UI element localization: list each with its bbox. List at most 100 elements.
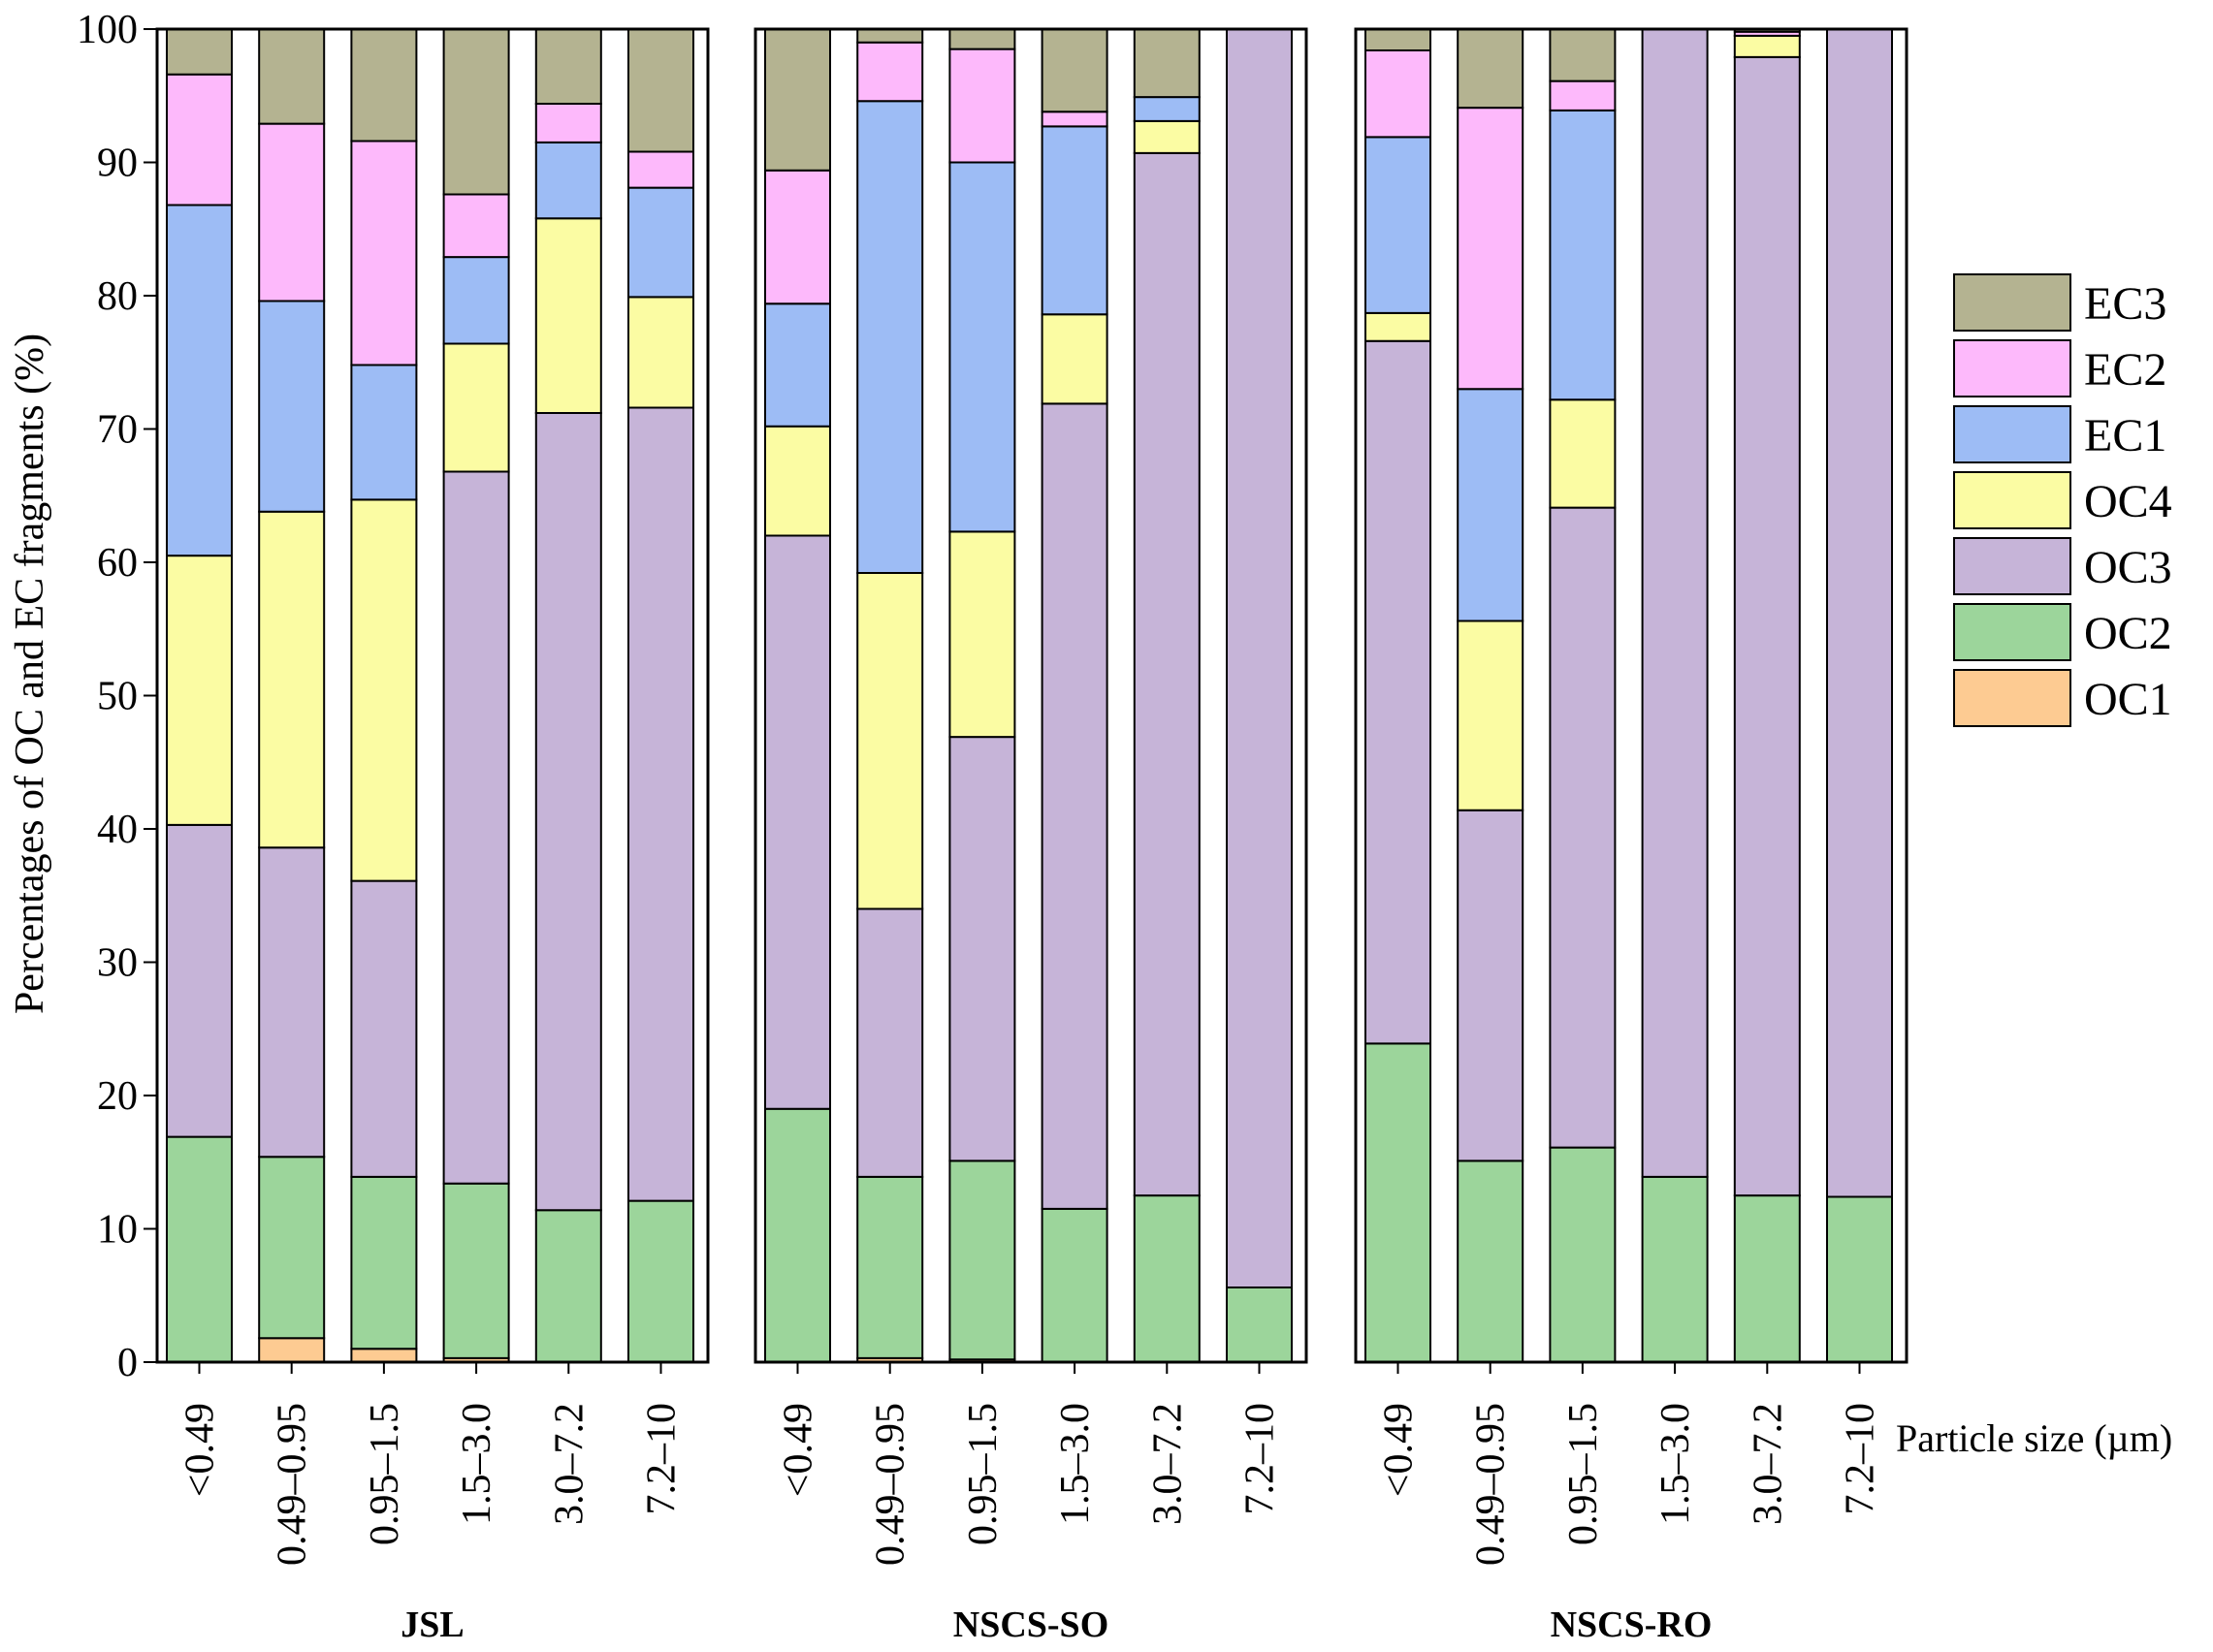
y-tick-label: 20 [97,1074,138,1119]
bar-segment-oc4 [166,555,233,826]
legend-label: EC3 [2084,278,2166,330]
x-axis-title: Particle size (µm) [1896,1416,2172,1460]
bar-segment-oc2 [1826,1195,1893,1363]
y-tick-label: 80 [97,274,138,319]
legend-swatch [1953,273,2071,332]
y-tick-label: 60 [97,541,138,586]
legend-item-oc1: OC1 [1953,669,2172,727]
bar-segment-oc2 [764,1107,831,1363]
bar-segment-oc4 [1733,34,1801,58]
bar-segment-oc2 [1549,1146,1617,1363]
legend-label: OC4 [2084,476,2172,527]
panel-nscs-so: <0.49 0.49–0.95 0.95–1.5 1.5–3.0 3.0–7.2 7.2–… [754,27,1308,1645]
bar-segment-oc4 [764,425,831,537]
bar-segment-oc3 [534,412,602,1212]
legend-swatch [1953,405,2071,463]
legend-swatch [1953,537,2071,595]
bar-segment-ec2 [350,140,418,366]
bar-segment-oc4 [948,530,1016,739]
category-label: 7.2–10 [640,1403,685,1515]
bar-segment-oc3 [856,907,924,1178]
bar-segment-oc2 [1041,1207,1108,1363]
category-label: 1.5–3.0 [1053,1403,1098,1525]
legend-item-ec1: EC1 [1953,405,2166,463]
bar-segment-oc2 [1457,1160,1524,1363]
bar-segment-oc1 [350,1348,418,1363]
y-tick-label: 40 [97,808,138,852]
bar-segment-oc2 [1133,1194,1201,1363]
bar-segment-oc3 [1826,28,1893,1198]
category-label: <0.49 [178,1403,223,1497]
bar-segment-oc3 [1549,506,1617,1149]
bar-segment-oc2 [442,1182,510,1359]
bar-segment-ec1 [166,204,233,557]
legend-label: OC2 [2084,608,2172,659]
bar-segment-ec1 [258,300,326,513]
y-axis: 0 10 20 30 40 50 60 70 80 90 100 [77,8,157,1385]
bar-segment-ec3 [534,28,602,105]
bar-segment-oc4 [1041,313,1108,405]
bar-segment-ec1 [764,302,831,428]
bar-segment-oc3 [442,470,510,1185]
legend-item-oc4: OC4 [1953,471,2172,529]
bar-segment-ec2 [442,193,510,259]
category-label: 0.49–0.95 [271,1403,315,1566]
bar-segment-oc3 [627,406,694,1202]
bar-segment-oc4 [350,498,418,882]
bar-segment-ec3 [948,28,1016,50]
category-label: 7.2–10 [1238,1403,1283,1515]
bar-segment-oc3 [1364,339,1431,1045]
bar-segment-ec3 [1457,28,1524,110]
bar-segment-oc3 [948,736,1016,1162]
bar-segment-ec3 [764,28,831,172]
y-axis-title: Percentages of OC and EC fragments (%) [8,334,52,1014]
bar-segment-oc2 [948,1160,1016,1361]
bar-segment-oc2 [1226,1287,1293,1363]
bar-segment-ec1 [1457,388,1524,622]
category-label: <0.49 [777,1403,821,1497]
bar-segment-oc4 [1364,311,1431,342]
panel-nscs-ro: <0.49 0.49–0.95 0.95–1.5 1.5–3.0 3.0–7.2 7.2–… [1354,27,1908,1645]
bar-segment-ec1 [856,100,924,574]
bar-segment-ec2 [948,48,1016,164]
legend-item-oc3: OC3 [1953,537,2172,595]
bar-segment-ec1 [350,364,418,501]
legend-swatch [1953,471,2071,529]
bar-segment-oc3 [1457,809,1524,1162]
legend-swatch [1953,669,2071,727]
y-tick-label: 100 [77,8,138,52]
bar-segment-oc3 [166,823,233,1138]
bar-segment-oc4 [258,510,326,849]
bar-segment-ec2 [1364,49,1431,139]
bar-segment-ec3 [1364,28,1431,51]
bar-segment-oc2 [627,1199,694,1363]
bar-segment-ec2 [166,73,233,206]
bar-segment-ec1 [1041,125,1108,316]
bar-segment-oc3 [764,534,831,1110]
bar-segment-oc2 [1364,1042,1431,1363]
bar-segment-oc2 [166,1135,233,1363]
category-label: 3.0–7.2 [547,1403,592,1525]
bar-segment-ec1 [534,141,602,220]
bar-segment-oc3 [1041,402,1108,1210]
bar-segment-oc4 [1549,398,1617,509]
bar-segment-oc3 [1641,28,1709,1178]
y-tick-label: 90 [97,142,138,186]
bar-segment-ec1 [948,161,1016,533]
group-label-jsl: JSL [401,1604,464,1645]
bar-segment-oc3 [350,879,418,1178]
bar-segment-ec2 [534,103,602,143]
bar-segment-ec1 [1549,109,1617,401]
chart-panels: <0.49 0.49–0.95 0.95–1.5 1.5–3.0 3.0–7.2 7.2–… [155,27,1908,1645]
bar-segment-oc4 [1457,620,1524,811]
bar-segment-oc3 [1133,151,1201,1197]
category-label: <0.49 [1377,1403,1422,1497]
bar-segment-oc3 [258,846,326,1159]
bar-segment-ec3 [1133,28,1201,99]
legend-item-ec3: EC3 [1953,273,2166,332]
bar-segment-ec2 [1041,111,1108,128]
bar-segment-oc4 [534,217,602,414]
bar-segment-oc2 [856,1175,924,1359]
legend: EC3 EC2 EC1 OC4 OC3 OC2 OC1 [1953,273,2172,727]
